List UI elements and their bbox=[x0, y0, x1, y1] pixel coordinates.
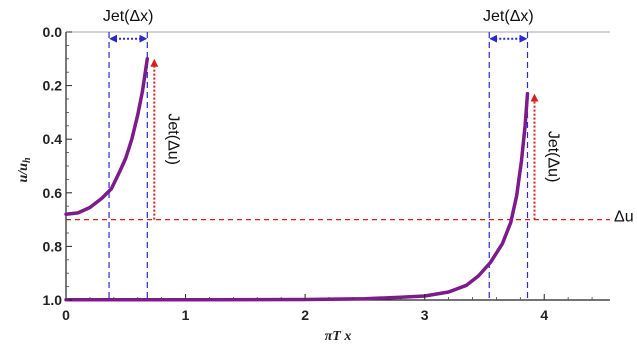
plot-marks: Δu Jet(Δx) Jet(Δu) Jet(Δx) Jet(Δu) bbox=[64, 8, 634, 302]
axis-ticks: 0 1 2 3 4 0.0 0.2 0.4 0.6 0.8 1.0 bbox=[43, 24, 593, 323]
x-tick-label: 3 bbox=[421, 307, 429, 323]
y-tick-label: 0.0 bbox=[43, 24, 63, 40]
y-axis-label: u/uh bbox=[16, 157, 33, 182]
y-tick-label: 0.4 bbox=[43, 131, 63, 147]
jet-height-label: Jet(Δu) bbox=[164, 113, 181, 165]
series-line bbox=[64, 91, 530, 302]
y-tick-label: 0.8 bbox=[43, 238, 63, 254]
jet-width-label: Jet(Δx) bbox=[483, 8, 534, 25]
x-tick-label: 1 bbox=[182, 307, 190, 323]
x-tick-label: 2 bbox=[301, 307, 309, 323]
y-tick-label: 0.6 bbox=[43, 185, 63, 201]
y-tick-label: 1.0 bbox=[43, 292, 63, 308]
jet-width-label: Jet(Δx) bbox=[103, 8, 154, 25]
x-axis-label: πT x bbox=[325, 329, 352, 344]
x-tick-label: 4 bbox=[540, 307, 548, 323]
jet-height-label: Jet(Δu) bbox=[545, 131, 562, 183]
y-axis-label-subscript: h bbox=[22, 157, 33, 163]
y-tick-label: 0.2 bbox=[43, 78, 63, 94]
series-line bbox=[64, 57, 150, 216]
threshold-label: Δu bbox=[614, 209, 634, 226]
x-tick-label: 0 bbox=[62, 307, 70, 323]
